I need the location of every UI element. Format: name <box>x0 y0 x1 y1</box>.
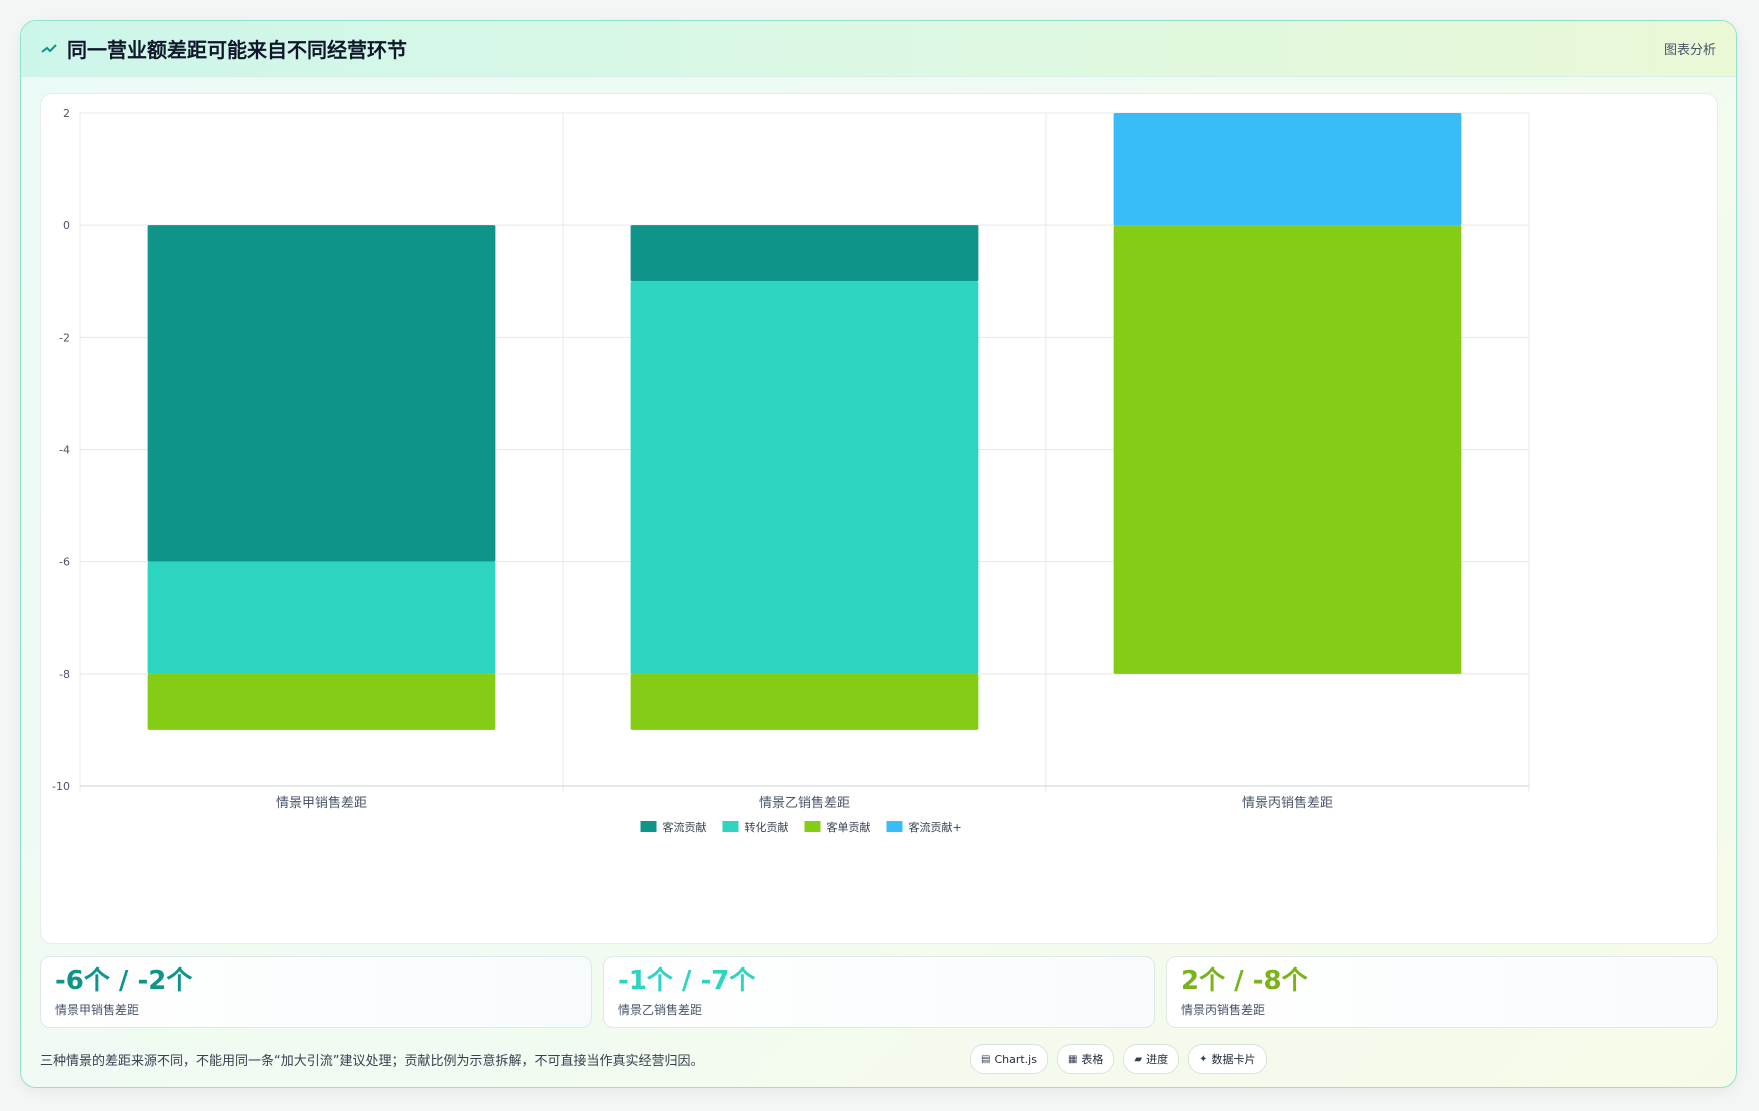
legend-label: 转化贡献 <box>745 820 789 834</box>
stat-card-b: -1个 / -7个 情景乙销售差距 <box>603 956 1155 1028</box>
chip-table[interactable]: ▦ 表格 <box>1056 1044 1115 1074</box>
bar-segment <box>630 281 979 674</box>
chip-label: 进度 <box>1146 1053 1169 1066</box>
legend-swatch <box>722 821 739 832</box>
bar-segment <box>630 225 979 282</box>
y-tick-label: 2 <box>63 107 70 120</box>
legend-label: 客流贡献+ <box>909 820 962 834</box>
x-tick-label: 情景丙销售差距 <box>1242 795 1333 811</box>
analysis-tag[interactable]: 图表分析 <box>1663 43 1716 58</box>
chip-progress[interactable]: ▰ 进度 <box>1123 1044 1180 1074</box>
sparkle-icon: ✦ <box>1199 1053 1208 1065</box>
stat-label: 情景乙销售差距 <box>618 1003 703 1017</box>
y-tick-label: -8 <box>59 668 70 681</box>
chip-data-card[interactable]: ✦ 数据卡片 <box>1188 1044 1267 1074</box>
progress-icon: ▰ <box>1134 1053 1143 1065</box>
footnote: 三种情景的差距来源不同，不能用同一条“加大引流”建议处理；贡献比例为示意拆解，不… <box>40 1053 704 1069</box>
stat-value: 2个 / -8个 <box>1181 966 1308 996</box>
chart-icon: ▤ <box>981 1053 991 1065</box>
legend-label: 客流贡献 <box>663 820 707 834</box>
x-tick-label: 情景乙销售差距 <box>759 795 850 811</box>
stat-label: 情景丙销售差距 <box>1181 1003 1266 1017</box>
chart-card: 同一营业额差距可能来自不同经营环节 图表分析 2 0 -2 -4 -6 -8 -10 情景甲销… <box>20 20 1737 1088</box>
card-header: 同一营业额差距可能来自不同经营环节 图表分析 <box>21 21 1736 77</box>
table-icon: ▦ <box>1067 1053 1078 1065</box>
stat-label: 情景甲销售差距 <box>55 1003 140 1017</box>
chip-label: 数据卡片 <box>1211 1053 1256 1066</box>
bar-segment <box>1113 113 1462 226</box>
chip-label: Chart.js <box>994 1052 1037 1066</box>
trend-icon <box>41 43 57 53</box>
y-tick-label: 0 <box>63 219 70 232</box>
chart-panel: 2 0 -2 -4 -6 -8 -10 情景甲销售差距 情景乙销售差距 情景丙销售差距客流贡献 转化… <box>40 93 1718 944</box>
page-title: 同一营业额差距可能来自不同经营环节 <box>67 38 407 62</box>
chip-label: 表格 <box>1081 1053 1104 1066</box>
legend-swatch <box>640 821 657 832</box>
x-tick-label: 情景甲销售差距 <box>276 795 367 811</box>
y-tick-label: -4 <box>59 444 70 457</box>
stat-card-c: 2个 / -8个 情景丙销售差距 <box>1166 956 1718 1028</box>
legend-swatch <box>804 821 821 832</box>
y-tick-label: -6 <box>59 556 70 569</box>
bar-segment <box>147 673 496 730</box>
bar-segment <box>147 225 496 562</box>
stat-row: -6个 / -2个 情景甲销售差距 -1个 / -7个 情景乙销售差距 2个 /… <box>40 956 1718 1028</box>
stat-card-a: -6个 / -2个 情景甲销售差距 <box>40 956 592 1028</box>
legend-label: 客单贡献 <box>827 820 871 834</box>
stat-value: -6个 / -2个 <box>55 966 193 996</box>
legend-swatch <box>886 821 903 832</box>
footer: 三种情景的差距来源不同，不能用同一条“加大引流”建议处理；贡献比例为示意拆解，不… <box>40 1044 1718 1074</box>
chip-chartjs[interactable]: ▤ Chart.js <box>970 1044 1048 1074</box>
chip-group: ▤ Chart.js ▦ 表格 ▰ 进度 ✦ 数据卡片 <box>970 1044 1267 1074</box>
y-tick-label: -2 <box>59 331 70 344</box>
y-tick-label: -10 <box>52 780 70 793</box>
bar-segment <box>1113 225 1462 674</box>
stat-value: -1个 / -7个 <box>618 966 756 996</box>
bar-segment <box>147 561 496 674</box>
bar-segment <box>630 673 979 730</box>
